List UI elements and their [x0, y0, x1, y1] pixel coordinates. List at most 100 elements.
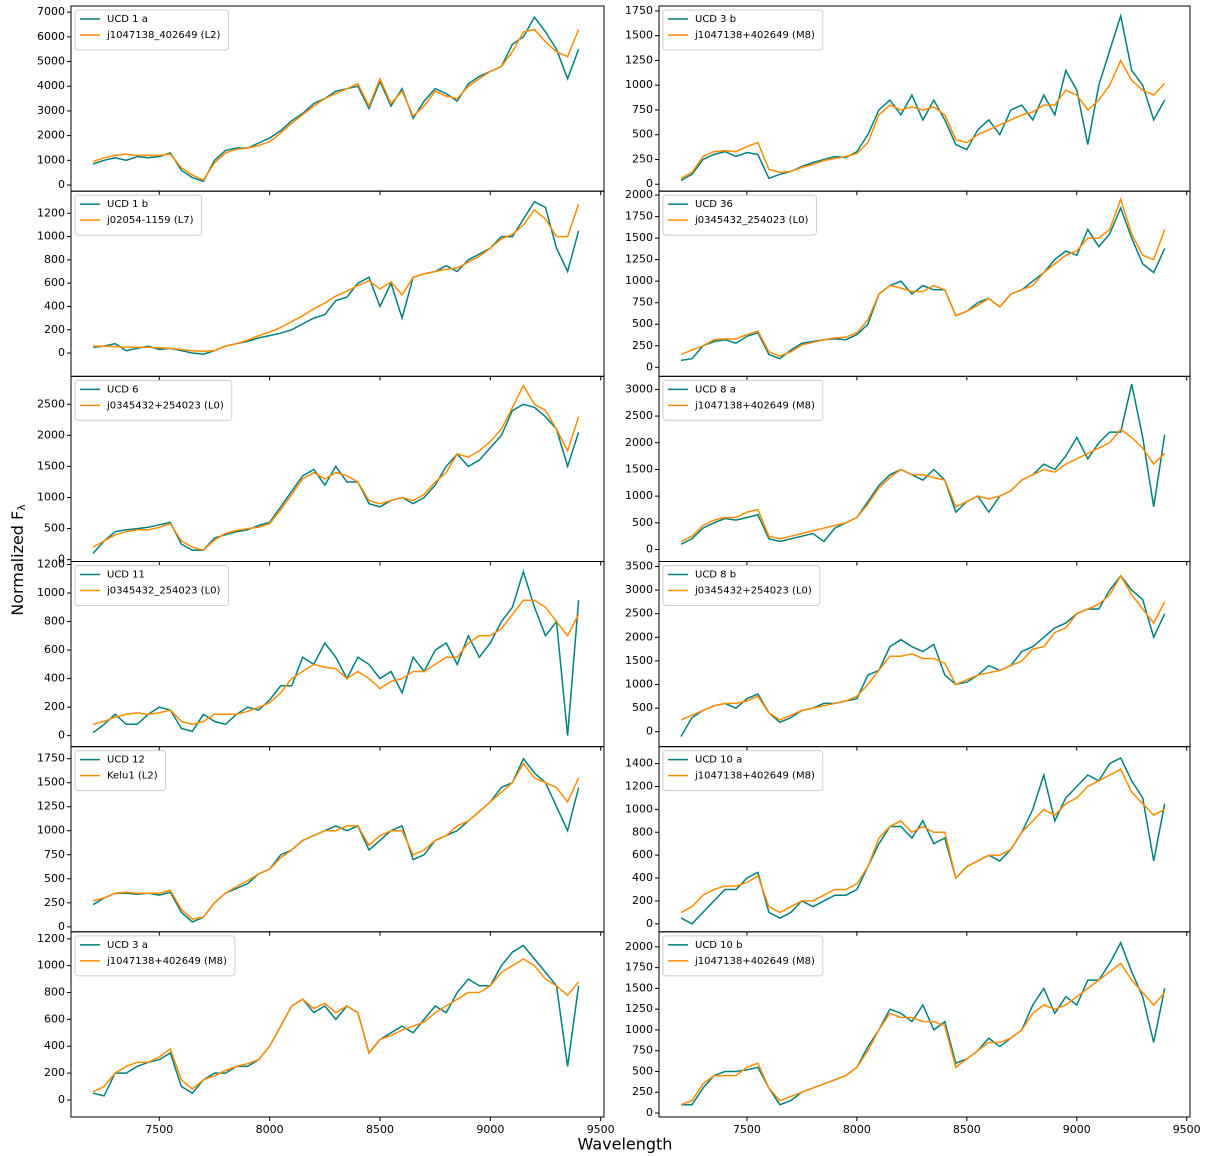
y-tick-label: 800: [632, 825, 653, 838]
legend: UCD 10 a j1047138+402649 (M8): [662, 750, 824, 792]
spectrum-line: [92, 944, 580, 1097]
y-tick-label: 1500: [37, 776, 65, 789]
y-tick-label: 800: [44, 253, 65, 266]
y-tick-label: 500: [632, 516, 653, 529]
y-tick-label: 1200: [37, 206, 65, 219]
y-tick-label: 0: [58, 729, 65, 742]
y-tick-label: 1000: [37, 959, 65, 972]
y-tick-label: 2000: [625, 940, 653, 953]
y-tick-label: 1500: [625, 231, 653, 244]
legend: UCD 3 a j1047138+402649 (M8): [74, 935, 236, 977]
y-tick-label: 7000: [37, 5, 65, 18]
y-tick-label: 1500: [37, 459, 65, 472]
y-tick-label: 600: [44, 276, 65, 289]
y-tick-label: 2500: [625, 409, 653, 422]
x-tick-label: 7500: [733, 1123, 761, 1136]
plot-area: [680, 383, 1166, 545]
plot-area: [92, 15, 580, 183]
x-tick-label: 9000: [476, 1123, 504, 1136]
y-tick-label: 1500: [625, 29, 653, 42]
legend-box: [662, 565, 821, 606]
spectrum-line: [680, 428, 1166, 543]
y-tick-label: 250: [44, 896, 65, 909]
y-tick-label: 0: [58, 178, 65, 191]
y-tick-label: 2500: [625, 607, 653, 620]
x-tick-label: 8500: [953, 1123, 981, 1136]
y-tick-label: 6000: [37, 30, 65, 43]
y-tick-label: 1200: [625, 779, 653, 792]
y-label-subscript: λ: [15, 504, 28, 511]
y-tick-label: 250: [632, 339, 653, 352]
plot-area: [93, 200, 580, 355]
legend-box: [662, 935, 824, 977]
y-tick-label: 2000: [625, 436, 653, 449]
y-tick-label: 400: [632, 871, 653, 884]
panel: 0 250 500 750 1000 1250 1500 1750 2000 UCD 36 j034…: [625, 188, 1191, 381]
y-tick-label: 1250: [625, 1002, 653, 1015]
legend-label: UCD 6: [107, 384, 139, 395]
y-tick-label: 0: [58, 346, 65, 359]
legend-box: [74, 9, 229, 51]
legend: UCD 8 a j1047138+402649 (M8): [662, 379, 824, 421]
x-tick-label: 9000: [1063, 1123, 1091, 1136]
spectrum-line: [680, 12, 1166, 181]
y-tick-label: 2000: [37, 428, 65, 441]
legend-label: Kelu1 (L2): [107, 771, 158, 782]
legend-label: UCD 1 b: [107, 199, 148, 210]
legend-label: UCD 3 a: [107, 940, 148, 951]
legend-label: UCD 10 a: [695, 755, 742, 766]
legend-label: j0345432_254023 (L0): [694, 215, 809, 226]
legend: UCD 1 a j1047138_402649 (L2): [74, 9, 229, 51]
spectrum-line: [680, 768, 1166, 914]
legend-box: [74, 935, 236, 977]
spectrum-line: [680, 58, 1166, 179]
legend-label: j1047138+402649 (M8): [694, 400, 815, 411]
y-tick-label: 0: [646, 725, 653, 738]
y-tick-label: 1250: [625, 253, 653, 266]
y-tick-label: 500: [632, 317, 653, 330]
spectrum-line: [92, 757, 580, 923]
y-tick-label: 200: [44, 1066, 65, 1079]
legend-label: UCD 8 a: [695, 384, 736, 395]
legend-label: UCD 12: [107, 755, 145, 766]
y-tick-label: 1250: [625, 53, 653, 66]
x-axis-label: Wavelength: [578, 1135, 673, 1154]
legend: UCD 10 b j1047138+402649 (M8): [662, 935, 824, 977]
y-tick-label: 500: [632, 701, 653, 714]
legend: UCD 8 b j0345432+254023 (L0): [662, 565, 821, 606]
y-tick-label: 200: [632, 894, 653, 907]
legend: UCD 11 j0345432_254023 (L0): [74, 565, 229, 606]
y-tick-label: 3000: [37, 104, 65, 117]
plot-area: [92, 944, 580, 1097]
y-tick-label: 1000: [37, 586, 65, 599]
legend-label: UCD 10 b: [695, 940, 742, 951]
spectrum-line: [680, 196, 1166, 357]
y-tick-label: 4000: [37, 79, 65, 92]
legend-label: UCD 11: [107, 570, 145, 581]
panel: 0 250 500 750 1000 1250 1500 1750 UCD 3 b j104713…: [625, 4, 1191, 196]
plot-area: [680, 12, 1166, 181]
spectrum-line: [680, 383, 1166, 545]
y-tick-label: 600: [632, 848, 653, 861]
panel-frame: [70, 931, 605, 1118]
legend-box: [662, 750, 824, 792]
plot-area: [92, 384, 580, 554]
y-tick-label: 1750: [625, 210, 653, 223]
panel: 0 500 1000 1500 2000 2500 UCD 6 j0345432+254023…: [37, 375, 605, 566]
y-tick-label: 750: [632, 1044, 653, 1057]
y-tick-label: 1000: [625, 489, 653, 502]
y-tick-label: 600: [44, 1012, 65, 1025]
y-tick-label: 0: [58, 1093, 65, 1106]
y-tick-label: 1400: [625, 757, 653, 770]
y-tick-label: 1000: [625, 274, 653, 287]
legend-box: [74, 565, 229, 606]
plot-area: [680, 756, 1166, 925]
y-tick-label: 250: [632, 152, 653, 165]
y-tick-label: 2000: [625, 630, 653, 643]
y-tick-label: 2000: [37, 129, 65, 142]
panel: 0 200 400 600 800 1000 1200 7500 8000 8500 9000 950…: [37, 931, 615, 1136]
y-tick-label: 500: [44, 522, 65, 535]
y-tick-label: 1500: [625, 654, 653, 667]
legend-label: j1047138+402649 (M8): [694, 771, 815, 782]
